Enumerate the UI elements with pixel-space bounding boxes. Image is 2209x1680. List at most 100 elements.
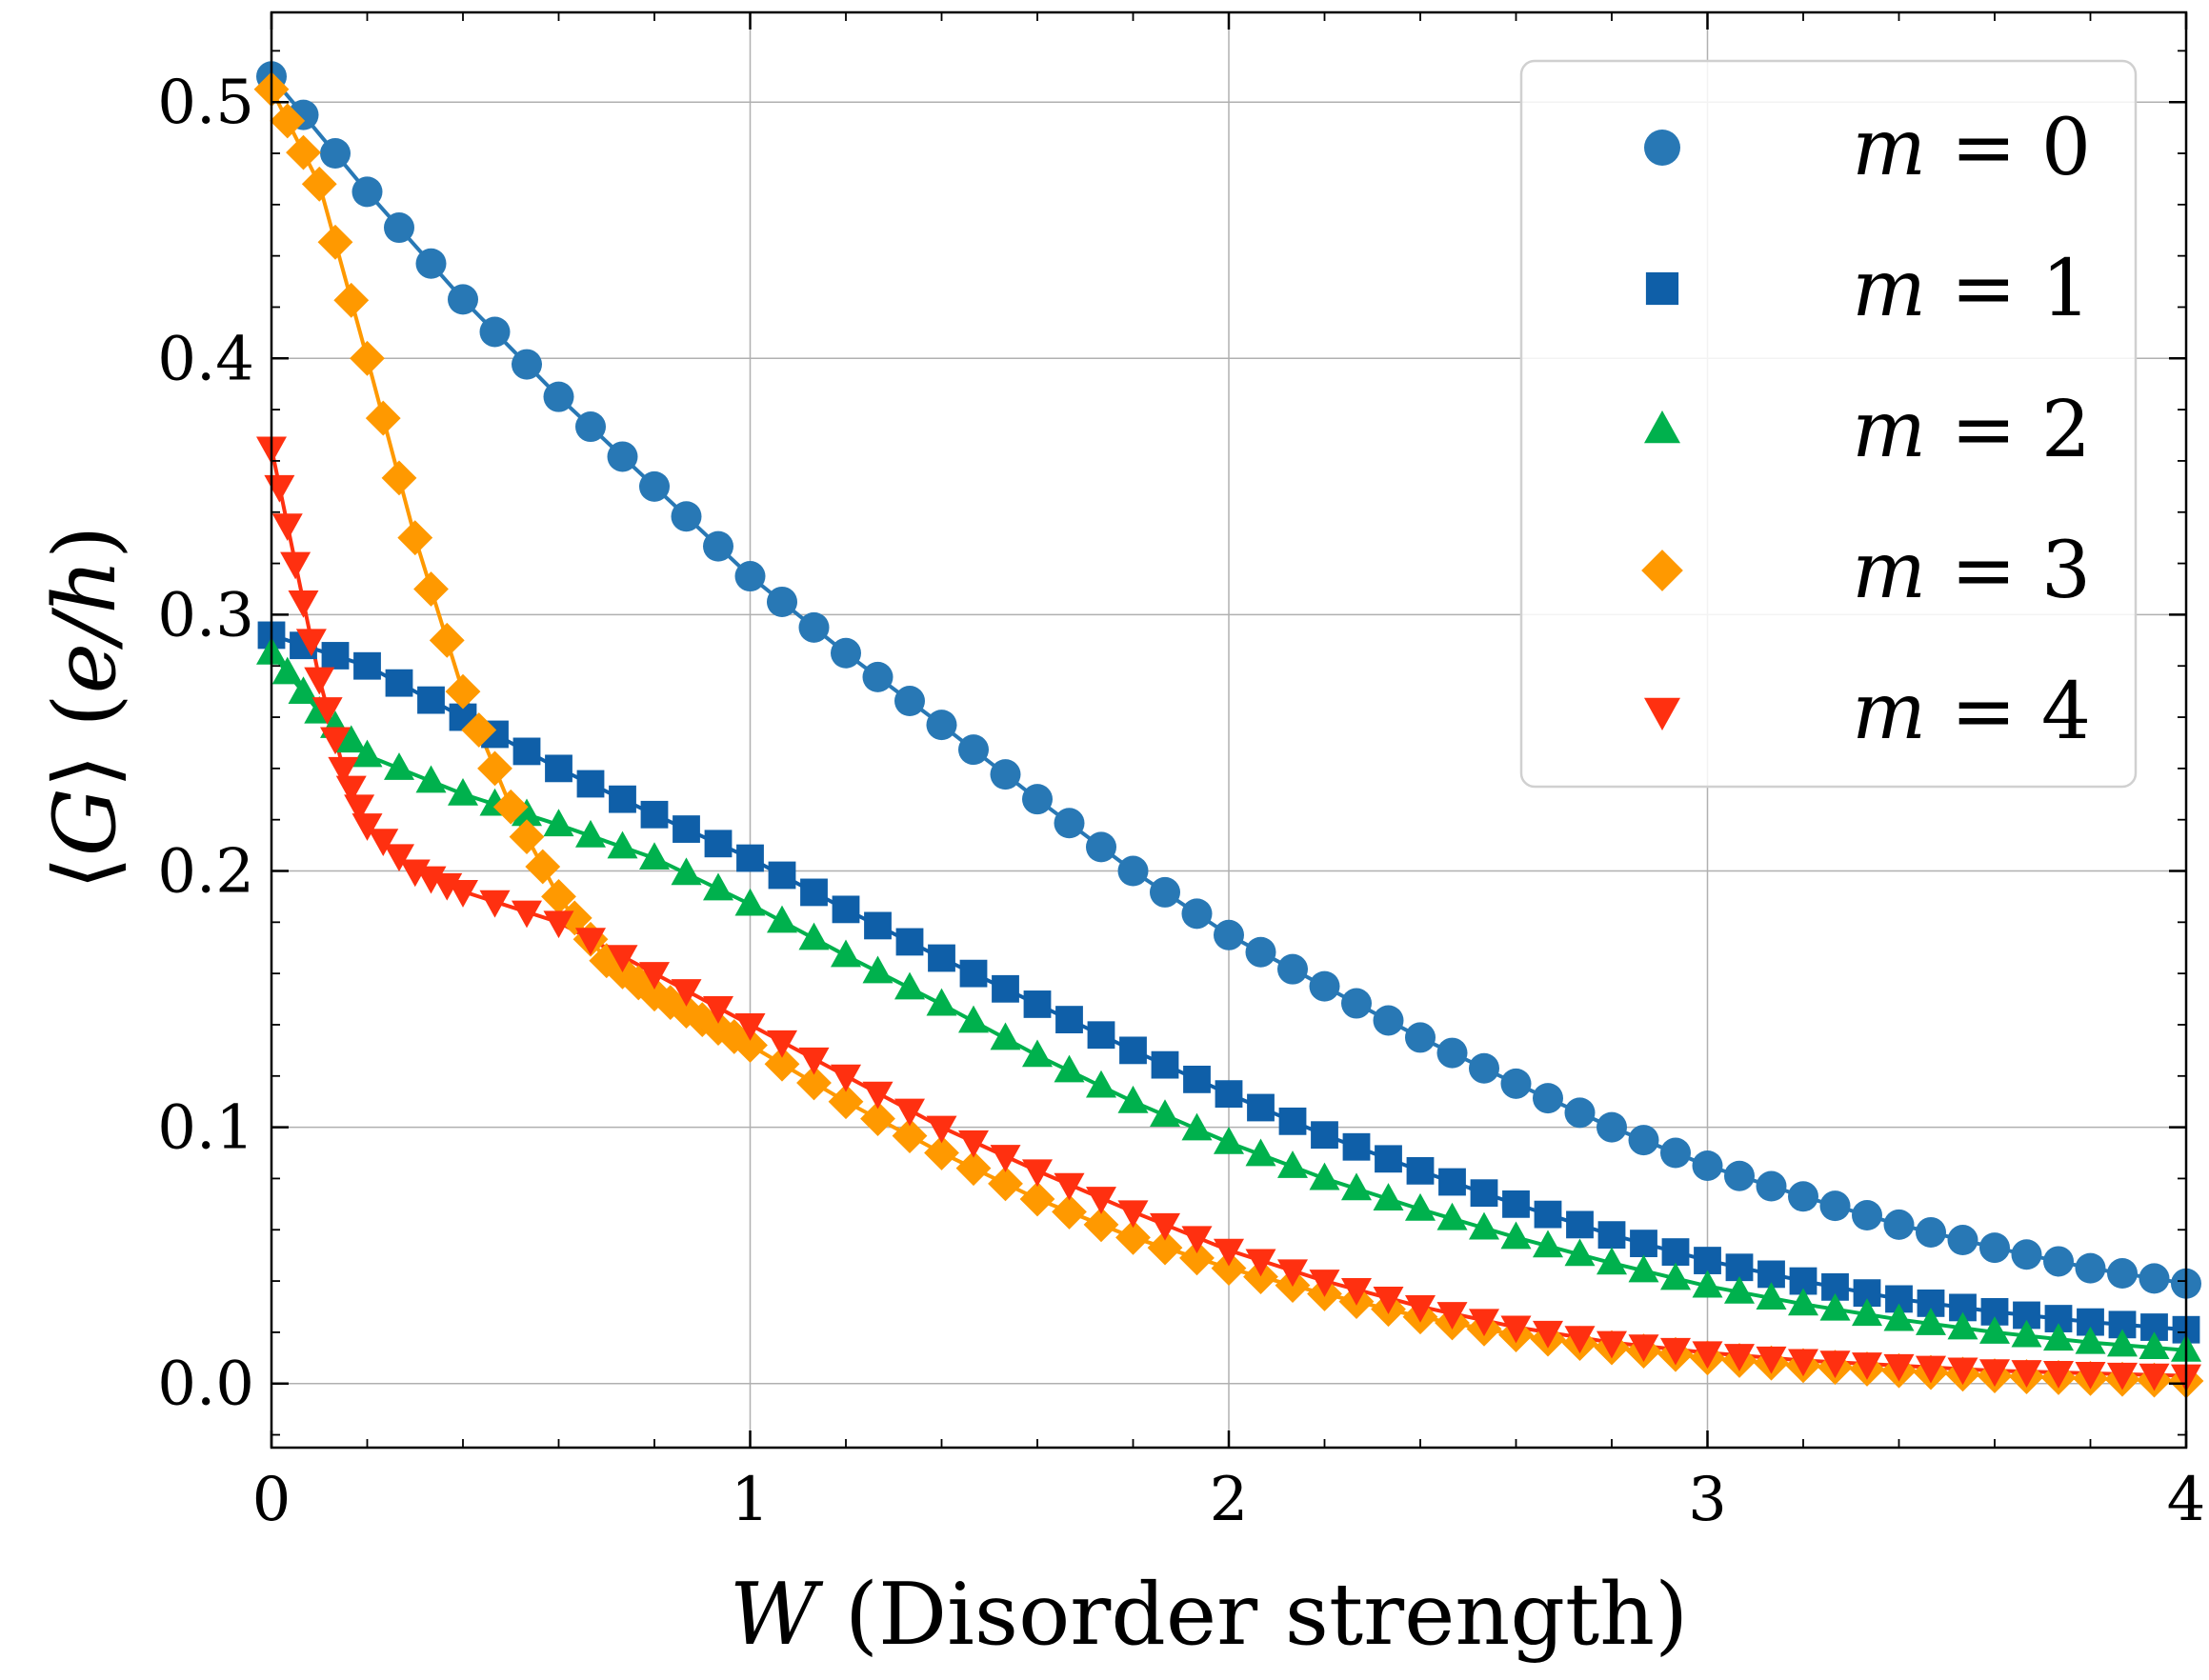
x-tick-label: 2: [1210, 1465, 1249, 1535]
x-tick-label: 4: [2167, 1465, 2206, 1535]
data-point: [798, 1047, 830, 1075]
data-point: [1019, 1181, 1055, 1217]
data-point: [1469, 1309, 1499, 1337]
data-point: [862, 955, 894, 984]
data-point: [1311, 1121, 1338, 1150]
data-point: [1055, 1006, 1083, 1033]
data-point: [1660, 1337, 1691, 1366]
data-point: [385, 669, 413, 697]
data-point: [703, 530, 733, 562]
data-point: [1947, 1225, 1978, 1256]
data-point: [1211, 1250, 1247, 1287]
data-point: [767, 1030, 797, 1058]
data-point: [639, 842, 670, 870]
data-point: [301, 166, 337, 202]
x-tick-label: 1: [731, 1465, 770, 1535]
data-point: [958, 734, 989, 766]
data-point: [1979, 1359, 2010, 1388]
x-tick-label: 3: [1688, 1465, 1727, 1535]
legend-entry: m = 2: [1644, 385, 2091, 475]
y-tick-label: 0.4: [157, 324, 254, 394]
data-point: [798, 922, 830, 950]
y-axis-unit-close: ): [35, 526, 135, 559]
data-point: [1819, 1292, 1851, 1321]
data-point: [831, 1064, 861, 1092]
data-point: [286, 134, 321, 170]
legend-label: m = 3: [1852, 526, 2091, 616]
data-point: [512, 737, 541, 766]
data-point: [1916, 1216, 1946, 1248]
x-axis-title: W (Disorder strength): [730, 1565, 1689, 1665]
data-point: [1150, 1099, 1180, 1128]
data-point: [271, 513, 303, 542]
data-point: [1533, 1230, 1563, 1258]
data-point: [295, 629, 327, 657]
data-point: [607, 441, 638, 472]
data-point: [1309, 970, 1340, 1002]
data-point: [1630, 1230, 1657, 1258]
data-point: [344, 794, 375, 823]
data-point: [1916, 1308, 1946, 1335]
data-point: [1756, 1346, 1787, 1374]
data-point: [2075, 1252, 2106, 1284]
legend-marker: [1644, 697, 1680, 730]
data-point: [415, 248, 447, 279]
legend-entries: m = 0 m = 1 m = 2 m = 3 m = 4: [1641, 103, 2091, 757]
legend-marker: [1644, 410, 1680, 444]
data-point: [2139, 1331, 2170, 1360]
data-point: [448, 880, 478, 908]
data-point: [543, 809, 574, 837]
data-point: [1087, 1021, 1115, 1050]
data-point: [353, 651, 381, 680]
data-point: [1692, 1270, 1723, 1298]
data-point: [1436, 1037, 1468, 1069]
data-point: [1405, 1294, 1436, 1323]
data-point: [1181, 1226, 1213, 1254]
data-point: [509, 819, 545, 855]
data-point: [1277, 1259, 1308, 1288]
data-point: [1438, 1168, 1466, 1196]
data-point: [1147, 1230, 1183, 1266]
data-point: [320, 727, 351, 755]
data-point: [955, 1150, 992, 1187]
data-point: [1788, 1288, 1818, 1316]
data-point: [1023, 990, 1052, 1018]
data-point: [1470, 1179, 1498, 1208]
legend-label: m = 2: [1852, 385, 2091, 475]
y-tick-label: 0.1: [157, 1093, 254, 1164]
data-point: [335, 775, 367, 804]
data-point: [1022, 1159, 1053, 1188]
data-point: [351, 176, 383, 208]
data-point: [1628, 1125, 1659, 1156]
data-point: [2011, 1360, 2042, 1388]
data-point: [640, 800, 669, 829]
data-point: [1947, 1311, 1978, 1340]
data-point: [734, 1012, 766, 1041]
data-point: [733, 1028, 768, 1063]
data-point: [1469, 1211, 1499, 1240]
data-point: [512, 349, 542, 380]
data-point: [479, 890, 511, 918]
data-point: [1852, 1200, 1882, 1231]
data-point: [1309, 1270, 1340, 1297]
data-point: [1756, 1282, 1787, 1310]
data-point: [445, 673, 481, 710]
x-tick-label: 0: [252, 1465, 291, 1535]
data-point: [2043, 1323, 2074, 1351]
data-point: [1660, 1137, 1691, 1169]
y-tick-label: 0.2: [157, 837, 254, 908]
legend-entry: m = 4: [1644, 667, 2091, 757]
data-point: [1788, 1349, 1818, 1377]
data-point: [2075, 1361, 2106, 1390]
data-point: [1724, 1160, 1755, 1191]
data-point: [492, 789, 529, 825]
data-point: [639, 962, 670, 990]
data-point: [512, 900, 542, 929]
data-point: [767, 905, 797, 933]
data-point: [988, 1166, 1023, 1202]
data-point: [1883, 1209, 1915, 1240]
legend: m = 0 m = 1 m = 2 m = 3 m = 4: [1519, 59, 2138, 789]
data-point: [479, 316, 511, 348]
data-point: [575, 928, 606, 956]
data-point: [311, 697, 343, 725]
